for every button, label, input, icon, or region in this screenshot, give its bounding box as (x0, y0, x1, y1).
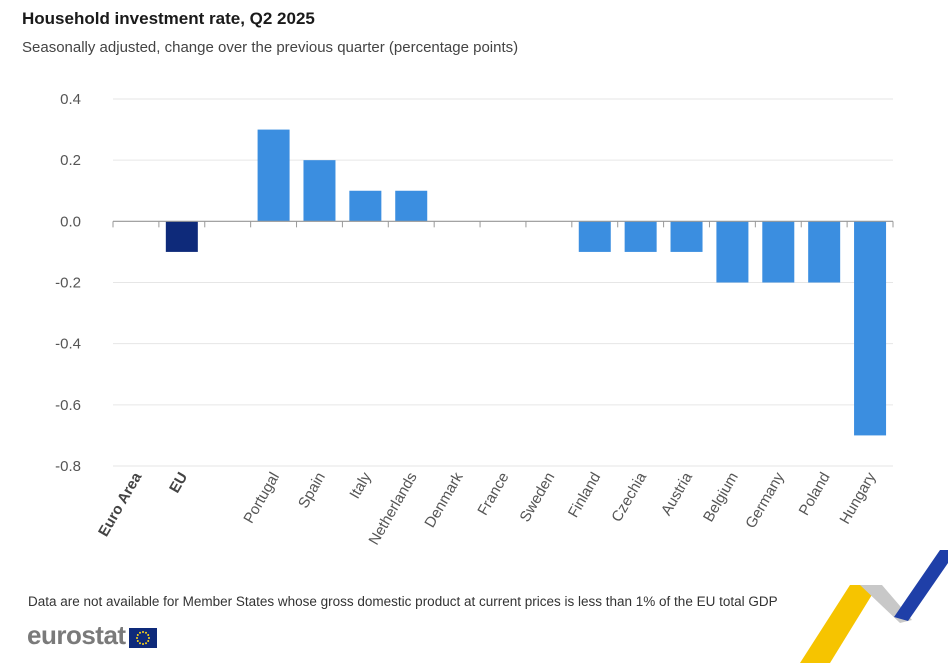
x-tick-label: Czechia (608, 469, 650, 525)
x-tick-label: Sweden (517, 470, 559, 525)
chart-subtitle: Seasonally adjusted, change over the pre… (22, 39, 519, 56)
y-tick-label: -0.4 (55, 336, 81, 353)
y-tick-label: -0.2 (55, 275, 81, 292)
x-tick-label: Finland (565, 470, 604, 521)
bar-spain[interactable] (303, 160, 336, 222)
corner-decoration (800, 550, 948, 663)
bar-chart: 0.4 0.2 0.0 -0.2 -0.4 -0.6 -0.8 Euro Area EU Por… (55, 91, 894, 548)
bar-poland[interactable] (808, 221, 841, 283)
footnote: Data are not available for Member States… (28, 594, 778, 609)
zero-axis (112, 220, 894, 228)
bar-netherlands[interactable] (395, 190, 428, 222)
x-axis-category-labels: Euro Area EU Portugal Spain ItalyNetherlands… (95, 469, 880, 548)
bar-hungary[interactable] (854, 221, 887, 436)
x-tick-label: Spain (295, 470, 329, 512)
x-tick-label: Hungary (836, 469, 879, 527)
x-tick-label: Euro Area (95, 469, 146, 540)
x-tick-label: Netherlands (366, 470, 421, 549)
x-tick-label: Germany (742, 469, 788, 531)
bar-italy[interactable] (349, 190, 382, 222)
x-tick-label: Belgium (700, 470, 742, 525)
bars (165, 129, 887, 436)
bar-eu[interactable] (165, 221, 198, 252)
bar-belgium[interactable] (716, 221, 749, 283)
x-tick-label: Portugal (240, 470, 283, 527)
bar-germany[interactable] (762, 221, 795, 283)
y-tick-label: 0.4 (60, 91, 81, 108)
bar-czechia[interactable] (624, 221, 657, 252)
x-tick-label: Italy (346, 469, 375, 502)
y-axis-tick-labels: 0.4 0.2 0.0 -0.2 -0.4 -0.6 -0.8 (55, 91, 81, 475)
y-tick-label: 0.0 (60, 213, 81, 230)
eurostat-logo: eurostat (27, 620, 157, 651)
bar-portugal[interactable] (257, 129, 290, 222)
x-tick-label: Denmark (421, 469, 466, 531)
x-tick-label: France (474, 470, 512, 519)
bar-finland[interactable] (578, 221, 611, 252)
x-tick-label: Austria (658, 469, 696, 518)
y-tick-label: -0.6 (55, 397, 81, 414)
chart-title: Household investment rate, Q2 2025 (22, 9, 315, 28)
bar-austria[interactable] (670, 221, 703, 252)
x-tick-label: Poland (796, 470, 834, 519)
y-tick-label: -0.8 (55, 458, 81, 475)
y-tick-label: 0.2 (60, 152, 81, 169)
eu-flag-icon (128, 627, 157, 648)
x-tick-label: EU (166, 470, 191, 497)
logo-text: eurostat (27, 620, 126, 650)
